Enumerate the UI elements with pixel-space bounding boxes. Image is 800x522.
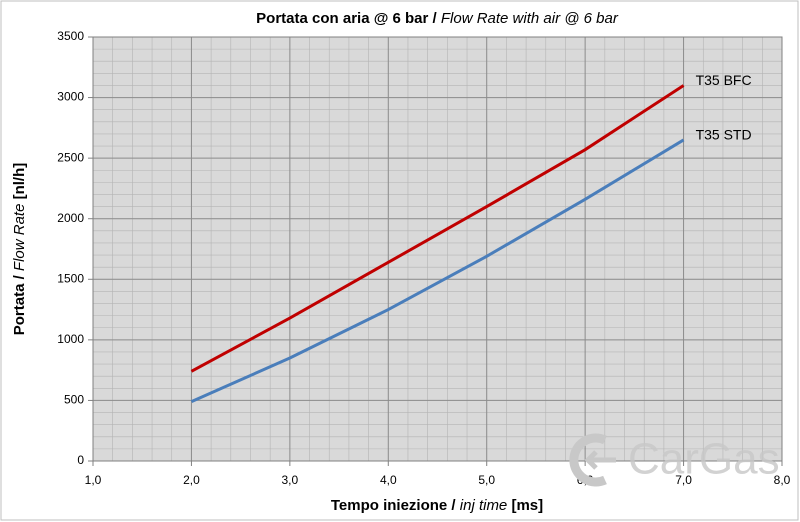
y-tick-label: 2000: [57, 211, 84, 225]
y-tick-label: 1000: [57, 332, 84, 346]
series-label: T35 BFC: [696, 72, 752, 88]
y-tick-label: 1500: [57, 271, 84, 285]
y-tick-label: 500: [64, 393, 84, 407]
text-part: [ms]: [507, 497, 543, 514]
text-part: Tempo iniezione /: [331, 497, 460, 514]
chart-title: Portata con aria @ 6 bar / Flow Rate wit…: [256, 10, 619, 27]
series-line: [190, 138, 685, 404]
y-tick-label: 3000: [57, 90, 84, 104]
x-tick-label: 1,0: [85, 473, 102, 487]
logo-arrow: [584, 450, 616, 470]
x-tick-label: 3,0: [282, 473, 299, 487]
text-part: Portata /: [11, 271, 28, 335]
x-tick-label: 7,0: [675, 473, 692, 487]
x-axis-title: Tempo iniezione / inj time [ms]: [331, 497, 543, 514]
logo-mark: [569, 433, 607, 487]
grid: [92, 36, 783, 462]
x-tick-label: 4,0: [380, 473, 397, 487]
text-part: inj time: [460, 497, 508, 514]
text-part: Flow Rate with air @ 6 bar: [441, 10, 619, 27]
x-tick-label: 2,0: [183, 473, 200, 487]
y-tick-label: 0: [77, 453, 84, 467]
text-part: [nl/h]: [11, 163, 28, 204]
series-line: [190, 84, 685, 373]
y-tick-label: 3500: [57, 29, 84, 43]
plot-border: [92, 36, 783, 462]
watermark: CarGas: [628, 435, 780, 484]
text-part: Portata con aria @ 6 bar /: [256, 10, 441, 27]
watermark-logo: CarGas: [569, 433, 780, 487]
x-tick-label: 5,0: [478, 473, 495, 487]
series-label: T35 STD: [696, 127, 752, 143]
plot-area: [93, 37, 782, 461]
text-part: Flow Rate: [11, 204, 28, 272]
y-tick-label: 2500: [57, 150, 84, 164]
y-axis-title: Portata / Flow Rate [nl/h]: [11, 163, 28, 336]
x-tick-label: 8,0: [774, 473, 791, 487]
